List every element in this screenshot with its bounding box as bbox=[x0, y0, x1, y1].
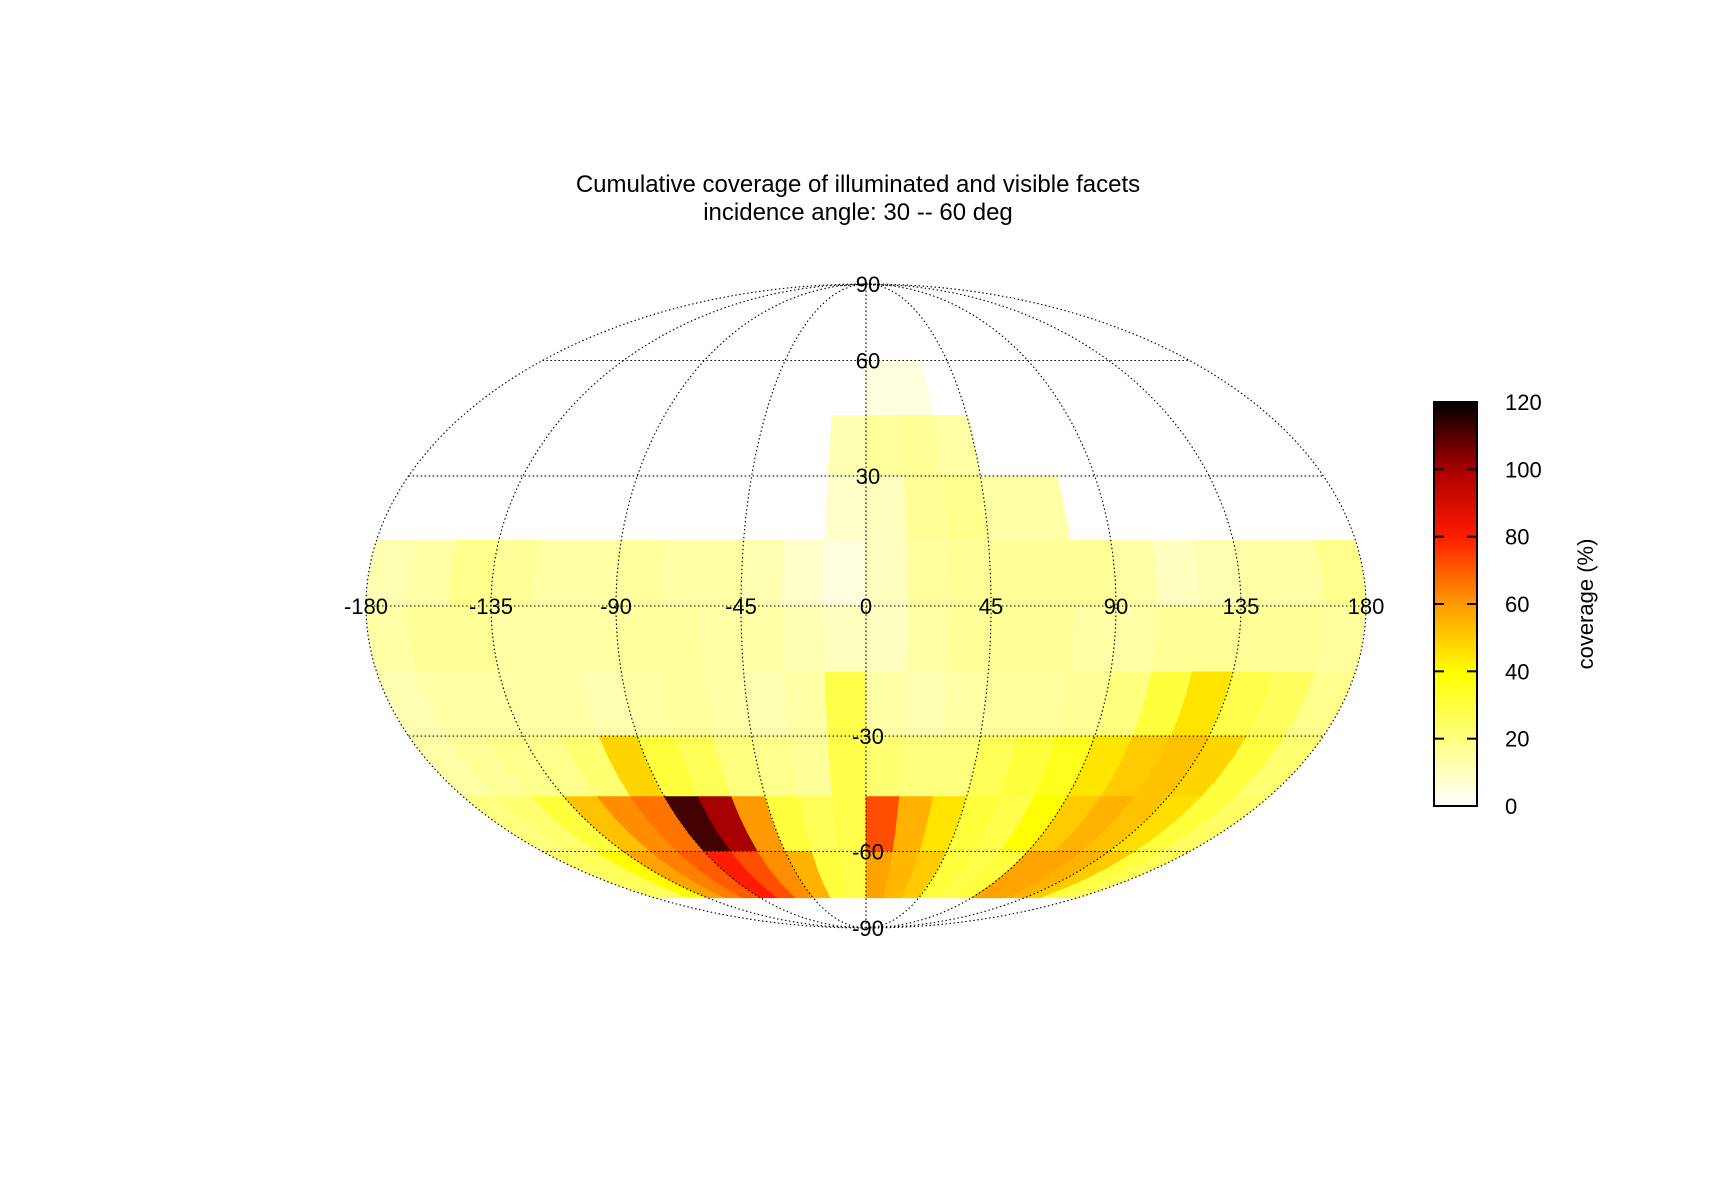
colorbar-tick-label: 40 bbox=[1505, 659, 1529, 684]
coverage-cell bbox=[657, 539, 704, 607]
coverage-cell bbox=[782, 539, 826, 607]
coverage-cell bbox=[657, 605, 704, 673]
colorbar-tick-label: 120 bbox=[1505, 390, 1542, 415]
colorbar-tick-label: 0 bbox=[1505, 794, 1517, 819]
lat-tick-label: -30 bbox=[852, 724, 884, 749]
lat-tick-label: 30 bbox=[856, 464, 880, 489]
lon-tick-label: 90 bbox=[1104, 594, 1128, 619]
lon-tick-label: -180 bbox=[344, 594, 388, 619]
coverage-cell bbox=[906, 605, 950, 673]
coverage-cell bbox=[865, 605, 909, 673]
coverage-cell bbox=[906, 539, 950, 607]
colorbar-tick-label: 100 bbox=[1505, 457, 1542, 482]
lon-tick-label: 135 bbox=[1223, 594, 1260, 619]
colorbar: 0 20 40 60 80 100 120 coverage (%) bbox=[1433, 390, 1598, 819]
lon-tick-label: -90 bbox=[600, 594, 632, 619]
coverage-cells bbox=[366, 360, 1366, 899]
lat-tick-label: 60 bbox=[856, 349, 880, 374]
coverage-cell bbox=[1151, 539, 1200, 607]
lat-tick-label: 90 bbox=[856, 272, 880, 297]
coverage-cell bbox=[783, 671, 829, 737]
chart-subtitle: incidence angle: 30 -- 60 deg bbox=[703, 199, 1013, 226]
coverage-cell bbox=[532, 605, 581, 673]
colorbar-tick-label: 60 bbox=[1505, 592, 1529, 617]
colorbar-label: coverage (%) bbox=[1573, 539, 1598, 670]
tick-labels: -180 -135 -90 -45 0 45 90 135 180 90 60 30 -30 -60 -90 bbox=[344, 272, 1384, 941]
lon-tick-label: 45 bbox=[979, 594, 1003, 619]
colorbar-tick-label: 80 bbox=[1505, 525, 1529, 550]
lon-tick-label: -135 bbox=[469, 594, 513, 619]
coverage-cell bbox=[1059, 851, 1190, 899]
coverage-cell bbox=[532, 539, 581, 607]
coverage-cell bbox=[743, 671, 791, 737]
lon-tick-label: 180 bbox=[1348, 594, 1385, 619]
lat-tick-label: -60 bbox=[852, 840, 884, 865]
coverage-cell bbox=[903, 671, 949, 737]
coverage-cell bbox=[1151, 605, 1200, 673]
meridian-line bbox=[615, 283, 867, 929]
meridian-line bbox=[740, 283, 867, 929]
meridian-line bbox=[865, 283, 1242, 929]
coverage-cell bbox=[865, 539, 909, 607]
coverage-cell bbox=[782, 605, 826, 673]
colorbar-ticks: 0 20 40 60 80 100 120 bbox=[1434, 390, 1542, 819]
lat-tick-label: -90 bbox=[852, 916, 884, 941]
coverage-cell bbox=[892, 360, 934, 416]
coverage-cell bbox=[1028, 605, 1075, 673]
graticule bbox=[365, 283, 1367, 929]
coverage-cell bbox=[903, 475, 949, 541]
lon-tick-label: -45 bbox=[725, 594, 757, 619]
coverage-cell bbox=[1028, 539, 1075, 607]
colorbar-tick-label: 20 bbox=[1505, 727, 1529, 752]
chart-title: Cumulative coverage of illuminated and v… bbox=[576, 171, 1140, 198]
lon-tick-label: 0 bbox=[860, 594, 872, 619]
coverage-cell bbox=[1314, 539, 1366, 607]
